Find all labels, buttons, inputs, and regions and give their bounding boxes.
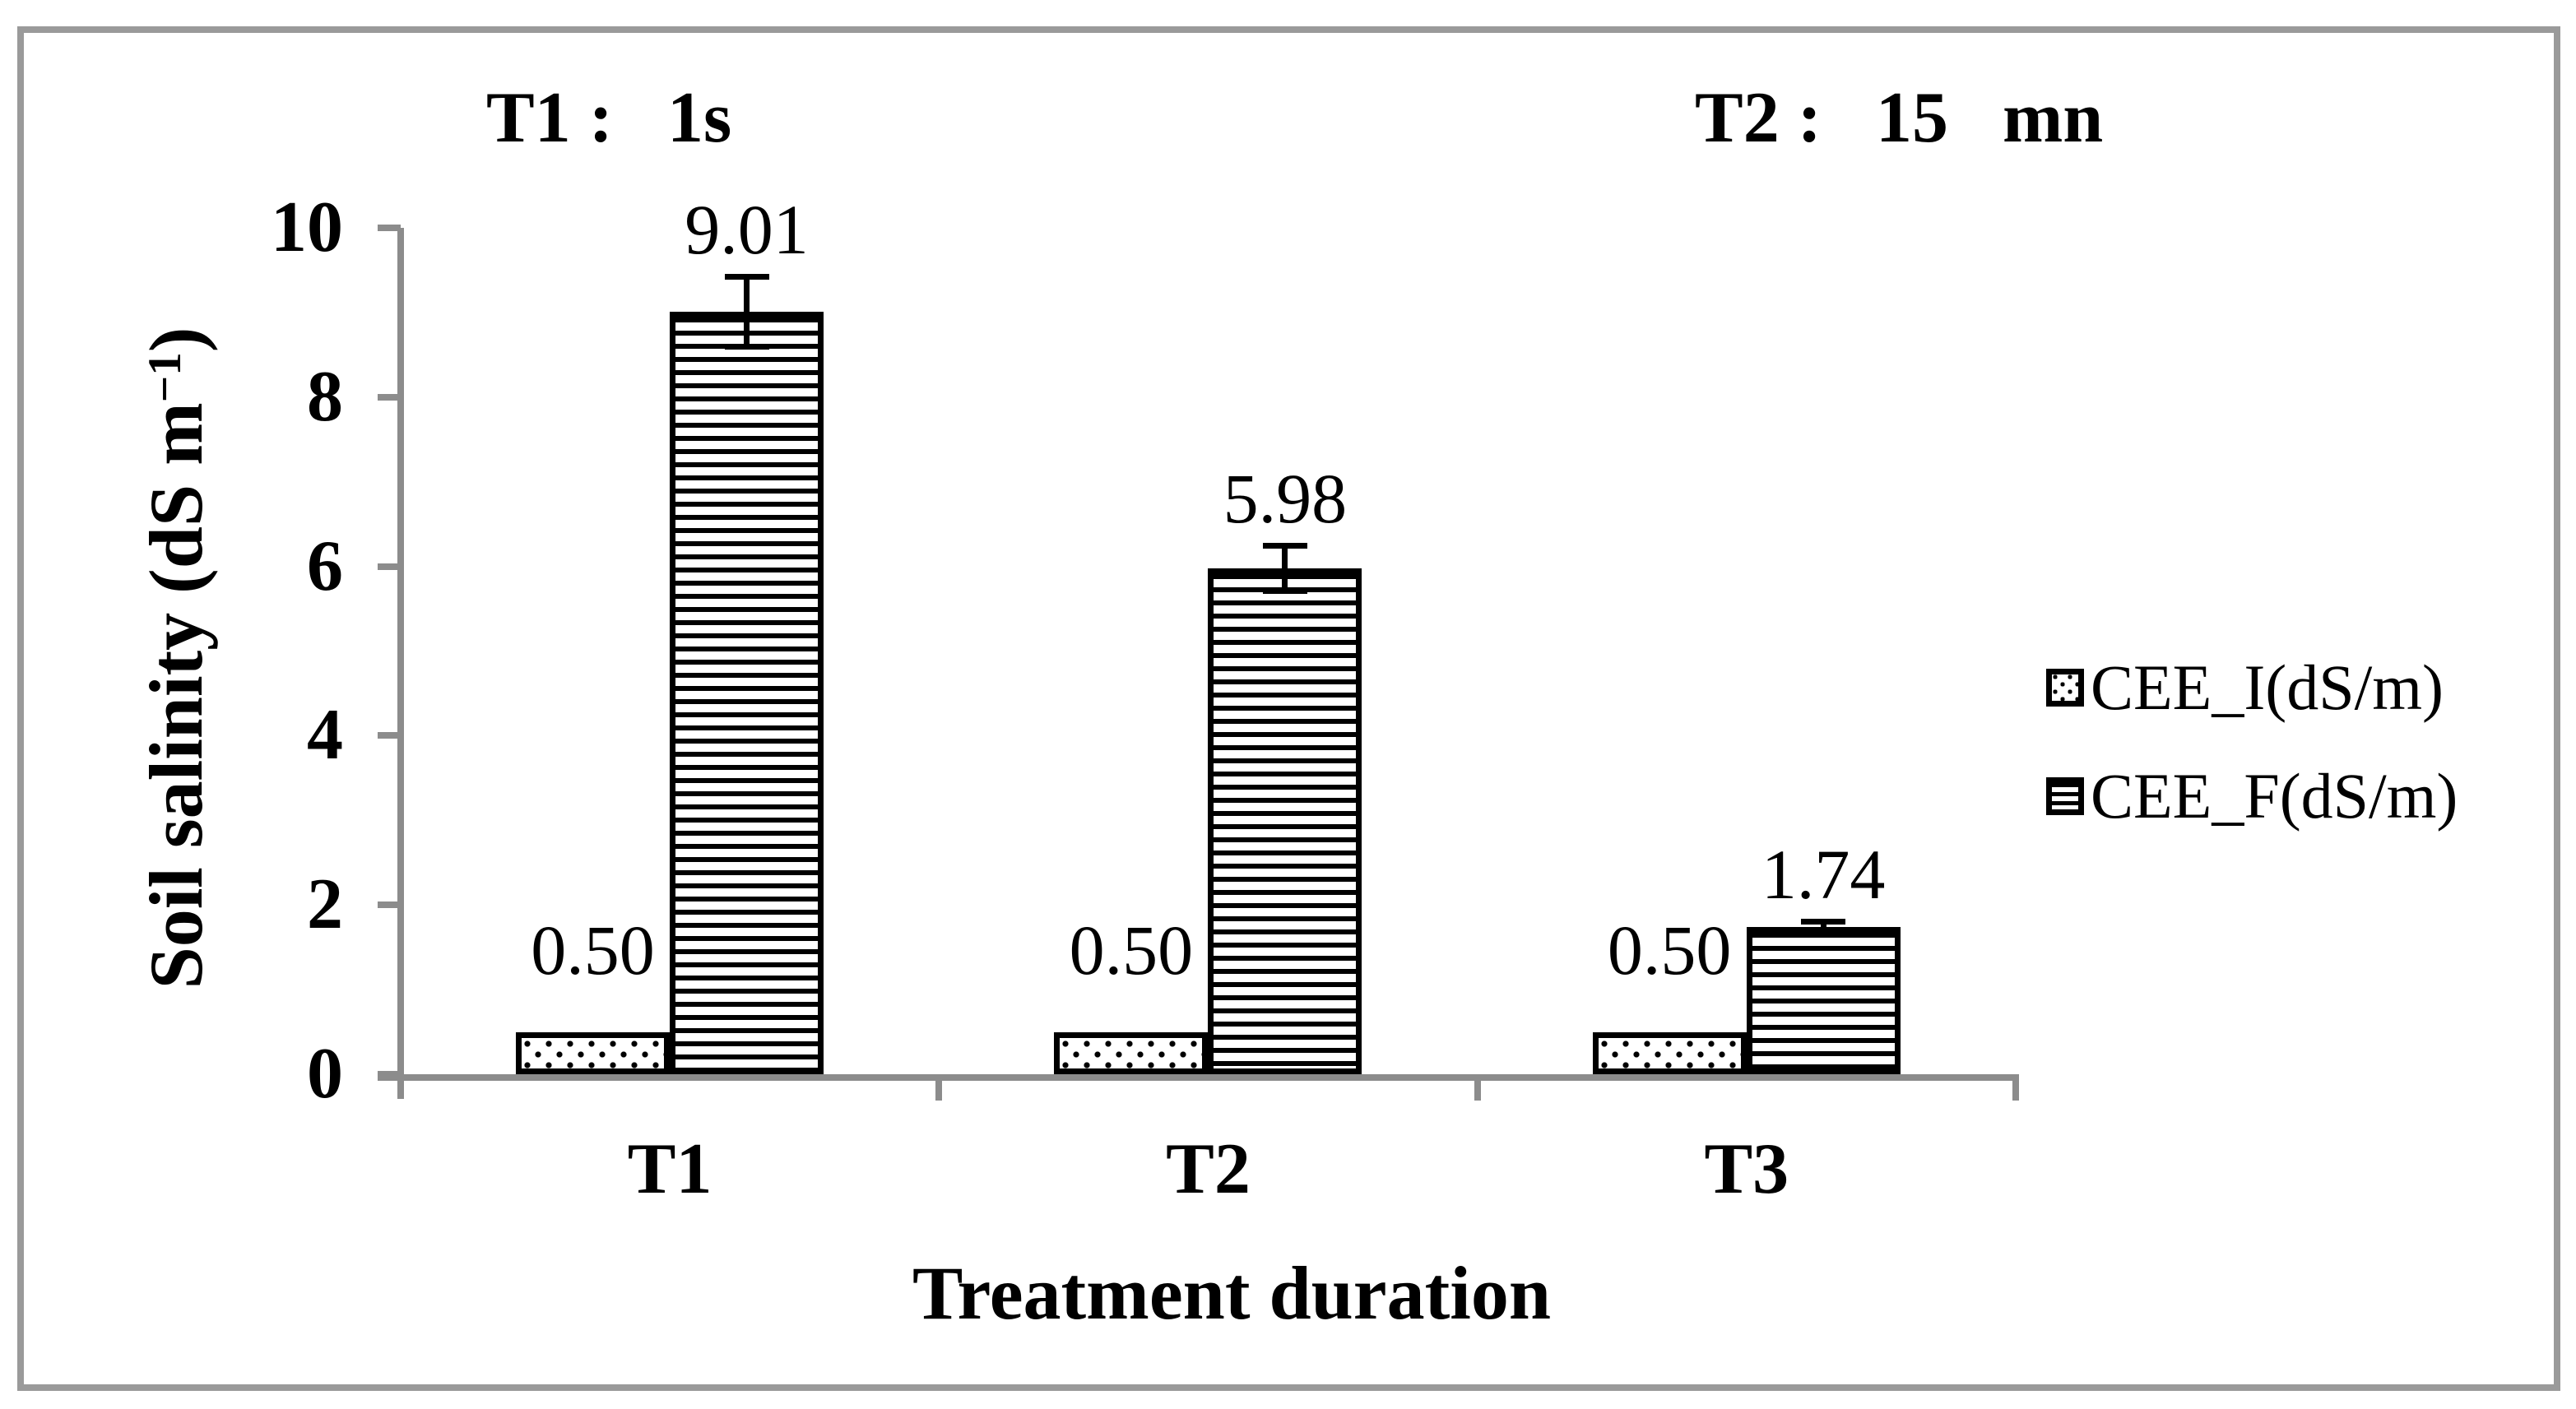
x-tick <box>935 1074 943 1101</box>
legend-swatch-hlines-icon <box>2046 777 2084 815</box>
y-tick <box>378 225 401 231</box>
bar-cee-f-t3 <box>1746 926 1901 1074</box>
y-axis-line <box>397 228 404 1099</box>
category-label-t3: T3 <box>1704 1129 1789 1209</box>
chart-frame: T1 : 1s T2 : 15 mn Soil salinity (dS m−1… <box>17 26 2560 1391</box>
data-label-cee-f-t3: 1.74 <box>1761 835 1886 915</box>
data-label-cee-i-t3: 0.50 <box>1607 910 1732 990</box>
x-axis-title: Treatment duration <box>912 1251 1551 1335</box>
y-tick-label: 10 <box>271 188 343 267</box>
bar-cee-f-t2 <box>1208 568 1362 1074</box>
bar-cee-i-t2 <box>1054 1031 1209 1074</box>
y-tick-label: 2 <box>307 864 343 945</box>
error-bar-t3-cap-bottom <box>1801 929 1846 936</box>
y-tick-label: 8 <box>307 356 343 437</box>
legend-label-cee-i: CEE_I(dS/m) <box>2091 651 2444 723</box>
y-tick-label: 6 <box>307 526 343 606</box>
y-tick <box>378 563 401 570</box>
y-axis-title-suffix: ) <box>134 327 218 353</box>
y-tick <box>378 901 401 909</box>
error-bar-t2-cap-bottom <box>1262 587 1307 594</box>
category-label-t2: T2 <box>1166 1129 1251 1209</box>
y-tick-label: 4 <box>307 695 343 776</box>
error-bar-t3-cap-top <box>1801 918 1846 925</box>
bar-cee-f-t1 <box>670 311 824 1074</box>
legend-item-cee-i: CEE_I(dS/m) <box>2046 651 2444 724</box>
error-bar-t2-cap-top <box>1262 542 1307 549</box>
bar-cee-i-t3 <box>1592 1031 1747 1074</box>
y-tick <box>378 1071 401 1078</box>
x-axis-line <box>378 1074 2016 1081</box>
error-bar-t3-line <box>1820 918 1826 936</box>
data-label-cee-i-t2: 0.50 <box>1069 910 1194 990</box>
legend-item-cee-f: CEE_F(dS/m) <box>2046 760 2458 832</box>
error-bar-t1-line <box>744 273 750 350</box>
annotation-t2-duration: T2 : 15 mn <box>1695 78 2104 158</box>
category-label-t1: T1 <box>627 1129 712 1209</box>
data-label-cee-f-t1: 9.01 <box>685 190 809 270</box>
error-bar-t1-cap-bottom <box>724 344 769 350</box>
data-label-cee-f-t2: 5.98 <box>1223 459 1348 539</box>
x-tick <box>2012 1074 2019 1101</box>
legend-label-cee-f: CEE_F(dS/m) <box>2091 760 2458 832</box>
x-tick <box>1474 1074 1481 1101</box>
annotation-t1-duration: T1 : 1s <box>486 78 732 158</box>
bar-cee-i-t1 <box>516 1031 670 1074</box>
y-tick <box>378 393 401 401</box>
error-bar-t2-line <box>1282 542 1288 594</box>
legend-swatch-dots-icon <box>2046 669 2084 707</box>
y-tick <box>378 732 401 739</box>
data-label-cee-i-t1: 0.50 <box>531 910 655 990</box>
error-bar-t1-cap-top <box>724 273 769 280</box>
y-tick-label: 0 <box>307 1034 343 1114</box>
